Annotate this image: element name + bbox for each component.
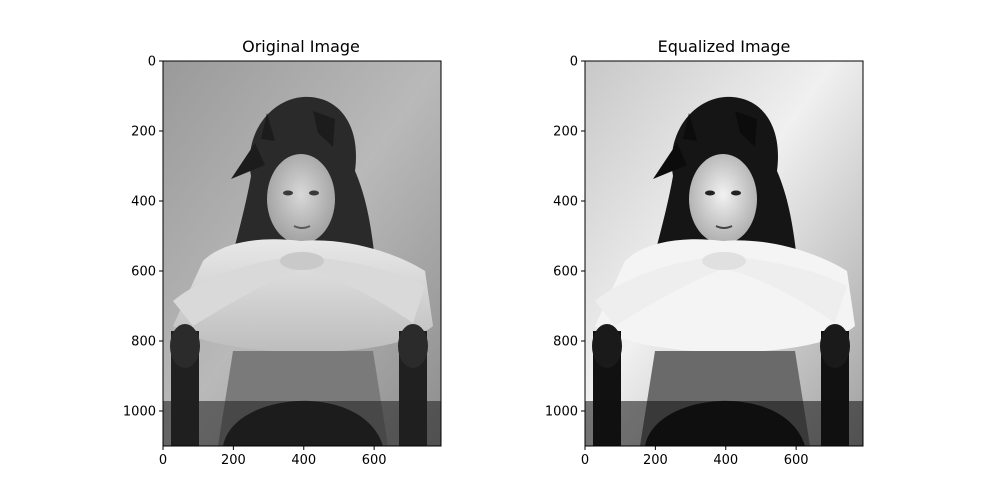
right-axes-frame [584,60,864,447]
left-xtick-label: 400 [291,453,316,468]
left-xtick-label: 200 [221,453,246,468]
right-xtick-label: 600 [784,453,809,468]
left-xtick-label: 600 [362,453,387,468]
left-ytick-label: 200 [131,125,156,140]
left-ytick-label: 800 [131,335,156,350]
left-image [163,61,441,446]
left-ytick-label: 1000 [123,405,156,420]
left-axes-frame [162,60,442,447]
right-ytick-label: 800 [553,335,578,350]
right-title: Equalized Image [658,37,791,56]
right-xtick-label: 0 [581,453,589,468]
axes-right: Equalized Image [545,37,864,468]
right-ytick-label: 0 [570,55,578,70]
right-xtick-label: 200 [643,453,668,468]
axes-left: Original Image 0 200 400 600 0 200 400 600 800 10… [123,37,442,468]
right-ytick-label: 1000 [545,405,578,420]
left-ytick-label: 400 [131,195,156,210]
right-ytick-label: 400 [553,195,578,210]
left-title: Original Image [242,37,360,56]
right-ytick-label: 600 [553,265,578,280]
left-ytick-label: 600 [131,265,156,280]
left-ytick-label: 0 [148,55,156,70]
right-ytick-label: 200 [553,125,578,140]
right-xtick-label: 400 [713,453,738,468]
right-image [585,61,863,446]
left-xtick-label: 0 [159,453,167,468]
